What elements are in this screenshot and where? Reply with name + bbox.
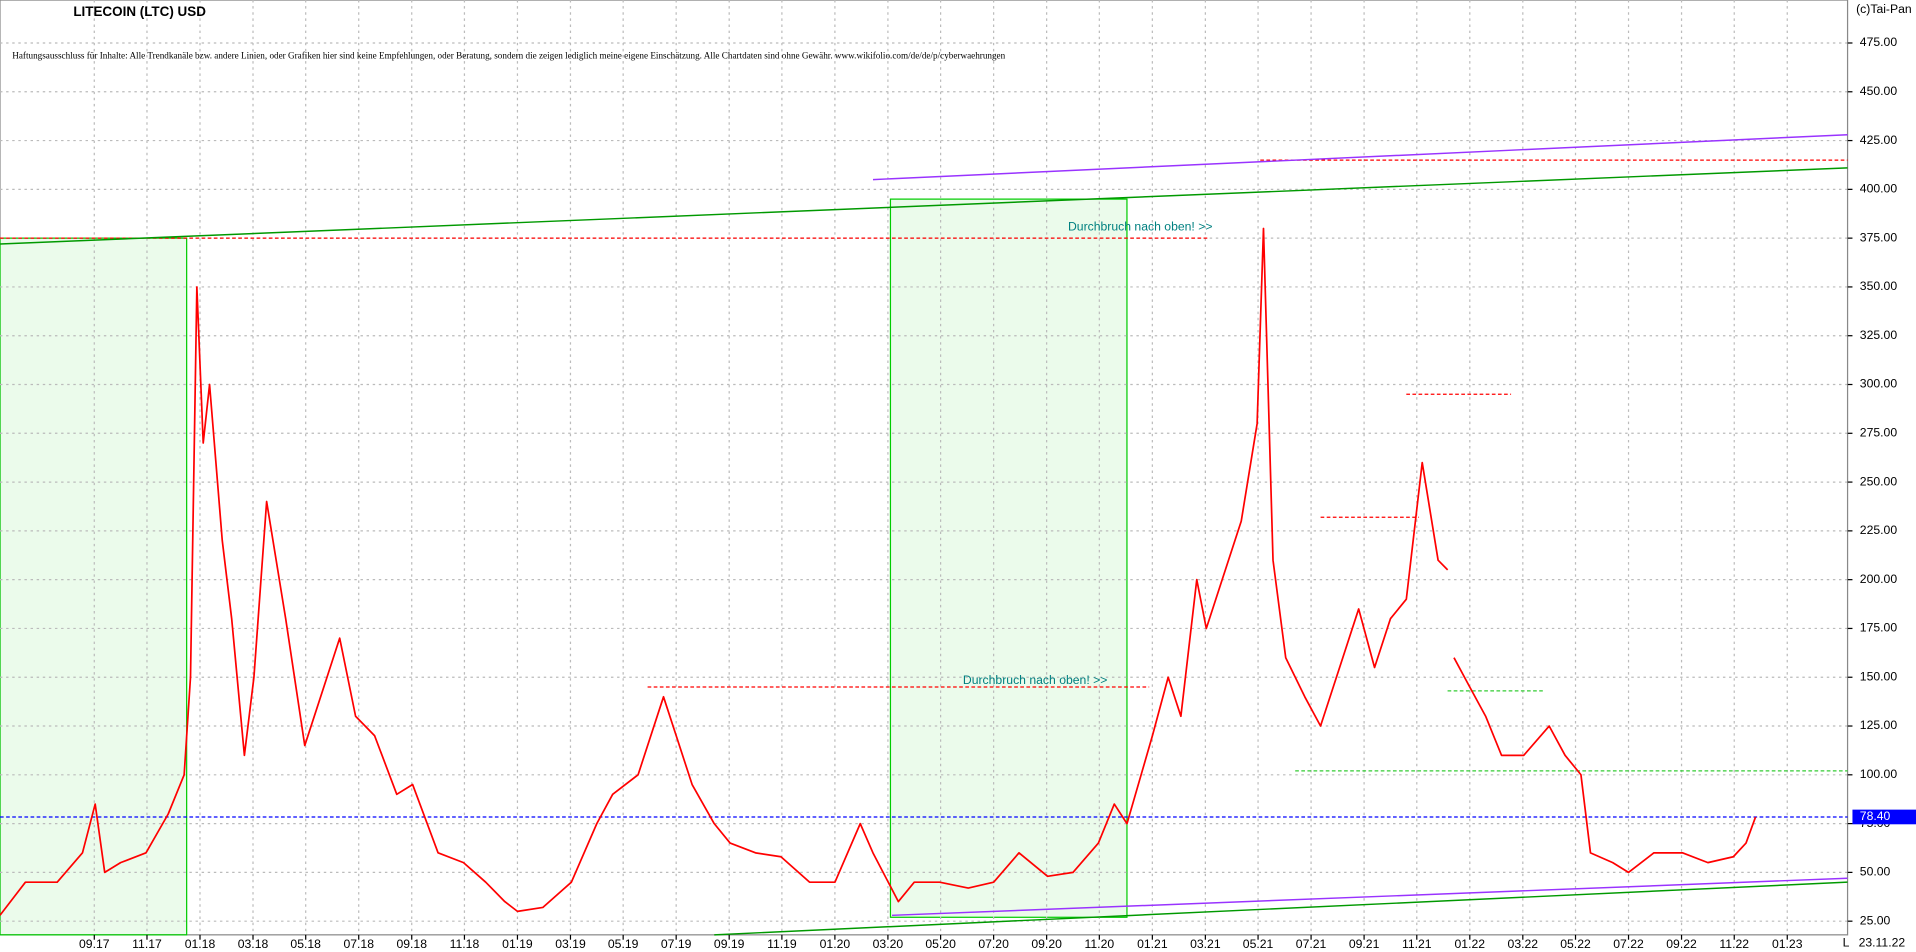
y-tick-label: 425.00	[1860, 133, 1898, 147]
zone	[889, 198, 1128, 918]
x-tick-label: 11.20	[1085, 937, 1115, 951]
x-tick-label: 01.22	[1455, 937, 1486, 951]
x-tick-label: 03.20	[873, 937, 904, 951]
x-tick-label: 01.19	[502, 937, 533, 951]
y-tick-label: 125.00	[1860, 718, 1898, 732]
y-tick-label: 275.00	[1860, 426, 1898, 440]
x-tick-label: 07.22	[1613, 937, 1644, 951]
x-tick-label: 03.22	[1508, 937, 1539, 951]
y-tick-label: 450.00	[1860, 84, 1898, 98]
y-tick-label: 175.00	[1860, 621, 1898, 635]
current-price-box	[1852, 809, 1916, 825]
trend-line	[872, 133, 1848, 181]
x-tick-label: 05.19	[608, 937, 639, 951]
x-tick-label: 01.18	[185, 937, 216, 951]
x-tick-label: 11.22	[1719, 937, 1749, 951]
x-tick-label: 09.19	[714, 937, 745, 951]
y-tick-label: 250.00	[1860, 474, 1898, 488]
x-tick-label: 09.22	[1666, 937, 1697, 951]
x-tick-label: 07.19	[661, 937, 692, 951]
x-tick-label: 09.21	[1349, 937, 1380, 951]
plot-area	[0, 0, 1849, 936]
x-tick-label: 05.22	[1560, 937, 1591, 951]
trend-line	[892, 877, 1848, 917]
zone	[0, 237, 188, 936]
x-tick-label: 11.18	[450, 937, 480, 951]
y-tick-label: 200.00	[1860, 572, 1898, 586]
x-tick-label: 05.21	[1243, 937, 1274, 951]
y-tick-label: 225.00	[1860, 523, 1898, 537]
y-tick-label: 375.00	[1860, 230, 1898, 244]
disclaimer: Haftungsausschluss für Inhalte: Alle Tre…	[12, 50, 1005, 60]
y-tick-label: 350.00	[1860, 279, 1898, 293]
x-tick-label: 03.18	[238, 937, 269, 951]
trend-line	[0, 167, 1848, 245]
date-label: 23.11.22	[1859, 936, 1906, 950]
y-tick-label: 300.00	[1860, 377, 1898, 391]
y-tick-label: 400.00	[1860, 182, 1898, 196]
annotation: Durchbruch nach oben! >>	[1068, 220, 1213, 234]
y-tick-label: 475.00	[1860, 35, 1898, 49]
x-tick-label: 01.21	[1137, 937, 1168, 951]
corner-label: L	[1843, 936, 1850, 950]
y-tick-label: 150.00	[1860, 669, 1898, 683]
price-line	[0, 227, 1757, 916]
x-tick-label: 09.17	[79, 937, 110, 951]
plot-layer	[0, 0, 1848, 936]
x-tick-label: 07.20	[978, 937, 1009, 951]
y-tick-label: 25.00	[1860, 913, 1891, 927]
x-tick-label: 03.19	[555, 937, 586, 951]
chart-title: LITECOIN (LTC) USD	[73, 4, 206, 19]
annotation: Durchbruch nach oben! >>	[963, 673, 1108, 687]
x-tick-label: 05.20	[925, 937, 956, 951]
y-tick-label: 50.00	[1860, 865, 1891, 879]
y-tick-label: 100.00	[1860, 767, 1898, 781]
current-price-label: 78.40	[1860, 809, 1891, 823]
x-tick-label: 11.21	[1402, 937, 1432, 951]
x-tick-label: 01.20	[820, 937, 851, 951]
x-tick-label: 11.17	[132, 937, 162, 951]
copyright: (c)Tai-Pan	[1856, 2, 1912, 16]
x-tick-label: 09.18	[396, 937, 427, 951]
x-tick-label: 11.19	[767, 937, 797, 951]
x-tick-label: 07.18	[343, 937, 374, 951]
x-tick-label: 01.23	[1772, 937, 1803, 951]
x-tick-label: 09.20	[1031, 937, 1062, 951]
y-tick-label: 325.00	[1860, 328, 1898, 342]
x-tick-label: 03.21	[1190, 937, 1221, 951]
trend-line	[714, 881, 1848, 936]
x-tick-label: 07.21	[1296, 937, 1327, 951]
x-tick-label: 05.18	[290, 937, 321, 951]
